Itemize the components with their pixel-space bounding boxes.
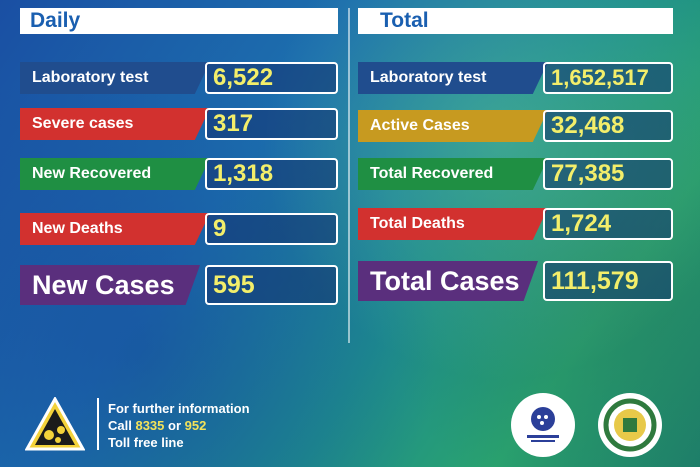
total-lab-test-label: Laboratory test	[358, 62, 548, 94]
warning-triangle-icon	[24, 395, 86, 452]
footer-divider	[97, 398, 99, 450]
daily-new-cases-value: 595	[205, 265, 338, 305]
hotline-952: 952	[184, 418, 207, 433]
daily-recovered-label: New Recovered	[20, 158, 210, 190]
hotline-8335: 8335	[135, 418, 165, 433]
daily-new-cases-label: New Cases	[20, 265, 200, 305]
daily-severe-label: Severe cases	[20, 108, 210, 140]
daily-lab-test-value: 6,522	[205, 62, 338, 94]
total-deaths-value: 1,724	[543, 208, 673, 240]
daily-deaths-label: New Deaths	[20, 213, 210, 245]
daily-header: Daily	[20, 8, 338, 34]
daily-severe-value: 317	[205, 108, 338, 140]
toll-free-line: Toll free line	[108, 435, 184, 450]
total-header: Total	[358, 8, 673, 34]
health-bureau-logo-icon	[598, 393, 662, 457]
total-cases-value: 111,579	[543, 261, 673, 301]
total-recovered-value: 77,385	[543, 158, 673, 190]
total-lab-test-value: 1,652,517	[543, 62, 673, 94]
call-prefix: Call	[108, 418, 136, 433]
total-recovered-label: Total Recovered	[358, 158, 548, 190]
column-divider	[348, 8, 350, 343]
total-deaths-label: Total Deaths	[358, 208, 548, 240]
total-active-label: Active Cases	[358, 110, 548, 142]
daily-recovered-value: 1,318	[205, 158, 338, 190]
daily-lab-test-label: Laboratory test	[20, 62, 210, 94]
ministry-logo-icon	[511, 393, 575, 457]
daily-deaths-value: 9	[205, 213, 338, 245]
or-text: or	[164, 418, 185, 433]
info-line: For further information	[108, 401, 250, 416]
call-line: Call 8335 or 952	[108, 417, 250, 434]
total-cases-label: Total Cases	[358, 261, 538, 301]
total-active-value: 32,468	[543, 110, 673, 142]
contact-info: For further information Call 8335 or 952…	[108, 400, 250, 451]
